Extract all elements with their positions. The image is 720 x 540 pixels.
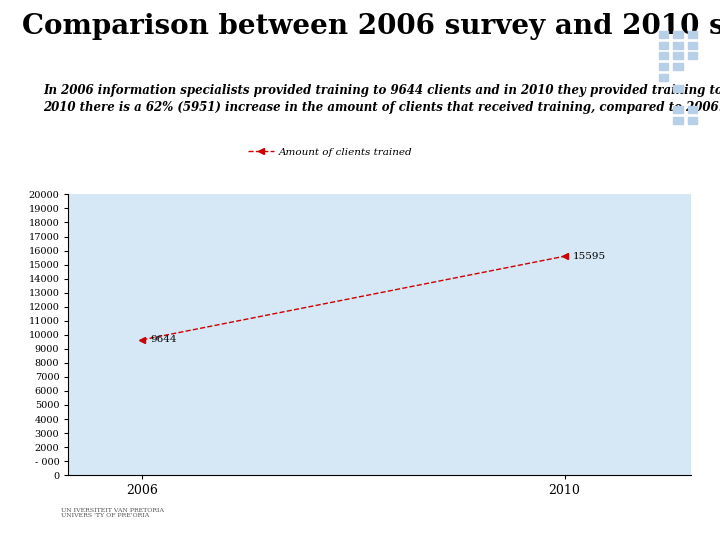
Legend: Amount of clients trained: Amount of clients trained	[243, 144, 417, 161]
Line: Amount of clients trained: Amount of clients trained	[140, 253, 567, 342]
Text: 9644: 9644	[150, 335, 177, 345]
Text: UN IVERSITEIT VAN PRETORIA
UNIVERS 'TY OF PRE'ORIA: UN IVERSITEIT VAN PRETORIA UNIVERS 'TY O…	[61, 508, 164, 518]
Text: In 2006 information specialists provided training to 9644 clients and in 2010 th: In 2006 information specialists provided…	[43, 84, 720, 114]
Text: Comparison between 2006 survey and 2010 survey:: Comparison between 2006 survey and 2010 …	[22, 14, 720, 40]
Text: Back: Back	[632, 507, 682, 525]
Amount of clients trained	[560, 253, 569, 260]
Amount of clients trained	[138, 336, 147, 343]
Text: 15595: 15595	[573, 252, 606, 261]
